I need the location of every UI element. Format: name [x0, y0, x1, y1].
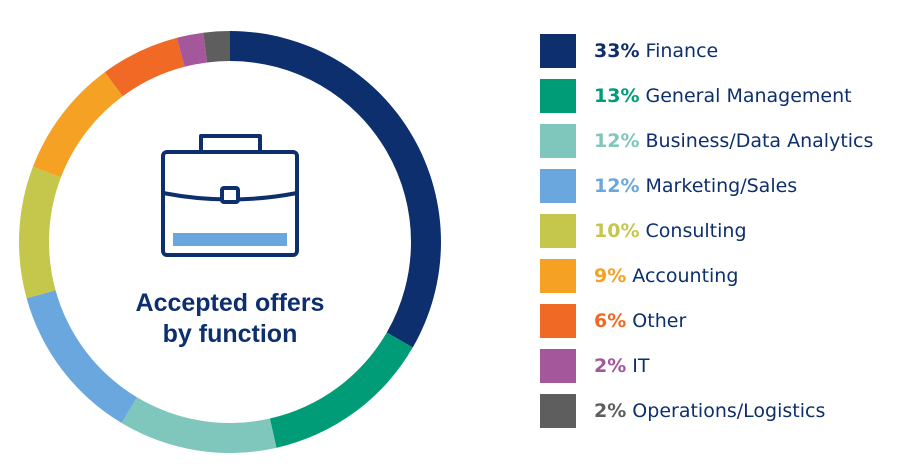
legend-item-finance: 33% Finance	[540, 34, 873, 68]
legend-text: 13% General Management	[594, 85, 852, 107]
slice-consulting	[18, 166, 61, 299]
legend-label: Consulting	[639, 220, 747, 242]
chart-title-line-2: by function	[162, 320, 298, 348]
donut-chart	[18, 31, 441, 454]
slice-business-data-analytics	[121, 397, 277, 454]
chart-legend: 33% Finance 13% General Management 12% Bus…	[540, 34, 873, 439]
legend-swatch	[540, 124, 576, 158]
legend-text: 2% IT	[594, 355, 650, 377]
legend-label: Accounting	[626, 265, 739, 287]
legend-percent: 6%	[594, 310, 627, 332]
legend-percent: 12%	[594, 175, 640, 197]
legend-swatch	[540, 259, 576, 293]
legend-item-consulting: 10% Consulting	[540, 214, 873, 248]
slice-marketing-sales	[26, 290, 138, 424]
chart-title: Accepted offers by function	[100, 288, 360, 350]
legend-swatch	[540, 169, 576, 203]
donut-slices	[18, 31, 441, 454]
legend-percent: 12%	[594, 130, 640, 152]
slice-it	[177, 32, 208, 67]
legend-item-accounting: 9% Accounting	[540, 259, 873, 293]
legend-item-general-management: 13% General Management	[540, 79, 873, 113]
legend-swatch	[540, 79, 576, 113]
legend-label: IT	[626, 355, 650, 377]
legend-percent: 33%	[594, 40, 640, 62]
legend-percent: 10%	[594, 220, 640, 242]
legend-swatch	[540, 304, 576, 338]
slice-operations-logistics	[203, 31, 230, 63]
legend-swatch	[540, 214, 576, 248]
legend-label: Marketing/Sales	[639, 175, 798, 197]
legend-percent: 2%	[594, 400, 627, 422]
legend-label: Business/Data Analytics	[639, 130, 874, 152]
legend-swatch	[540, 349, 576, 383]
legend-text: 9% Accounting	[594, 265, 738, 287]
legend-label: General Management	[639, 85, 852, 107]
legend-text: 10% Consulting	[594, 220, 747, 242]
legend-percent: 9%	[594, 265, 627, 287]
legend-text: 33% Finance	[594, 40, 718, 62]
legend-percent: 13%	[594, 85, 640, 107]
slice-other	[104, 37, 185, 97]
legend-text: 12% Business/Data Analytics	[594, 130, 873, 152]
legend-text: 12% Marketing/Sales	[594, 175, 797, 197]
legend-item-marketing-sales: 12% Marketing/Sales	[540, 169, 873, 203]
legend-swatch	[540, 394, 576, 428]
slice-general-management	[269, 332, 413, 448]
chart-title-line-1: Accepted offers	[135, 289, 325, 317]
legend-item-business-data-analytics: 12% Business/Data Analytics	[540, 124, 873, 158]
slice-finance	[230, 31, 441, 348]
legend-item-it: 2% IT	[540, 349, 873, 383]
legend-label: Other	[626, 310, 687, 332]
legend-label: Finance	[639, 40, 719, 62]
briefcase-icon	[161, 134, 299, 257]
legend-text: 2% Operations/Logistics	[594, 400, 825, 422]
legend-swatch	[540, 34, 576, 68]
legend-label: Operations/Logistics	[626, 400, 826, 422]
slice-accounting	[32, 72, 123, 178]
legend-item-other: 6% Other	[540, 304, 873, 338]
legend-percent: 2%	[594, 355, 627, 377]
legend-item-operations-logistics: 2% Operations/Logistics	[540, 394, 873, 428]
legend-text: 6% Other	[594, 310, 686, 332]
